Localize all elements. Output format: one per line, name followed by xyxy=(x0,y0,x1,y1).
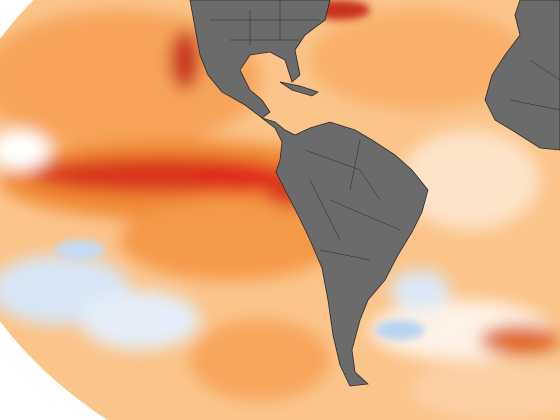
borders xyxy=(210,0,560,261)
anomaly-field xyxy=(0,10,560,420)
north-america xyxy=(189,0,331,119)
south-america xyxy=(261,117,429,387)
cuba xyxy=(279,81,319,97)
land xyxy=(189,0,560,387)
africa xyxy=(484,0,560,151)
